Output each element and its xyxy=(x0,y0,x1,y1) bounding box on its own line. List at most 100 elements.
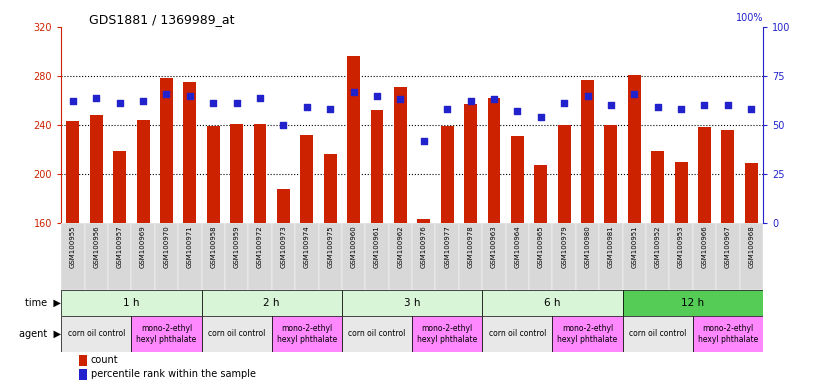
Text: 100%: 100% xyxy=(735,13,763,23)
Bar xyxy=(342,316,412,352)
Text: GSM100972: GSM100972 xyxy=(257,225,263,268)
Bar xyxy=(412,316,482,352)
Text: GSM100960: GSM100960 xyxy=(351,225,357,268)
Bar xyxy=(581,79,594,223)
Point xyxy=(557,100,570,106)
Text: GSM100952: GSM100952 xyxy=(654,225,661,268)
Bar xyxy=(184,82,197,223)
Bar xyxy=(254,124,267,223)
Text: GSM100958: GSM100958 xyxy=(211,225,216,268)
Bar xyxy=(324,154,337,223)
Point xyxy=(113,100,126,106)
Point xyxy=(464,98,477,104)
Point xyxy=(277,122,290,128)
Point xyxy=(206,100,220,106)
Text: GSM100974: GSM100974 xyxy=(304,225,310,268)
Bar xyxy=(272,223,295,290)
Bar xyxy=(436,223,459,290)
Point xyxy=(651,104,664,111)
Text: mono-2-ethyl
hexyl phthalate: mono-2-ethyl hexyl phthalate xyxy=(277,324,337,344)
Bar xyxy=(225,223,248,290)
Bar xyxy=(599,223,623,290)
Bar xyxy=(202,290,342,316)
Bar xyxy=(131,316,202,352)
Text: GSM100967: GSM100967 xyxy=(725,225,731,268)
Point xyxy=(370,93,384,99)
Point xyxy=(394,96,407,103)
Text: GSM100980: GSM100980 xyxy=(584,225,591,268)
Bar xyxy=(108,223,131,290)
Text: GSM100961: GSM100961 xyxy=(374,225,380,268)
Bar xyxy=(394,87,407,223)
Bar xyxy=(61,223,85,290)
Text: GSM100964: GSM100964 xyxy=(514,225,521,268)
Point xyxy=(184,93,197,99)
Bar xyxy=(61,316,131,352)
Bar xyxy=(277,189,290,223)
Bar xyxy=(482,223,506,290)
Bar xyxy=(646,223,669,290)
Text: GSM100968: GSM100968 xyxy=(748,225,754,268)
Bar xyxy=(85,223,108,290)
Bar xyxy=(651,151,664,223)
Bar xyxy=(441,126,454,223)
Point xyxy=(534,114,548,120)
Bar xyxy=(347,56,360,223)
Text: GSM100956: GSM100956 xyxy=(93,225,100,268)
Text: GSM100981: GSM100981 xyxy=(608,225,614,268)
Bar xyxy=(529,223,552,290)
Point xyxy=(721,102,734,108)
Point xyxy=(90,94,103,101)
Point xyxy=(605,102,618,108)
Point xyxy=(417,137,430,144)
Point xyxy=(136,98,149,104)
Bar xyxy=(366,223,388,290)
Bar xyxy=(482,290,623,316)
Bar xyxy=(113,151,126,223)
Point xyxy=(628,91,641,97)
Bar xyxy=(66,121,79,223)
Bar xyxy=(628,75,641,223)
Bar xyxy=(464,104,477,223)
Text: GSM100976: GSM100976 xyxy=(421,225,427,268)
Bar xyxy=(370,110,384,223)
Bar xyxy=(78,355,87,366)
Bar xyxy=(534,166,548,223)
Text: GSM100962: GSM100962 xyxy=(397,225,403,268)
Bar xyxy=(202,223,225,290)
Bar xyxy=(417,220,430,223)
Text: GSM100953: GSM100953 xyxy=(678,225,684,268)
Bar xyxy=(412,223,436,290)
Point xyxy=(347,89,360,95)
Text: mono-2-ethyl
hexyl phthalate: mono-2-ethyl hexyl phthalate xyxy=(557,324,618,344)
Bar xyxy=(178,223,202,290)
Bar xyxy=(623,223,646,290)
Bar xyxy=(155,223,178,290)
Bar xyxy=(136,120,149,223)
Text: corn oil control: corn oil control xyxy=(489,329,546,338)
Bar xyxy=(693,223,716,290)
Text: GSM100979: GSM100979 xyxy=(561,225,567,268)
Bar xyxy=(487,98,500,223)
Point xyxy=(441,106,454,113)
Text: GSM100973: GSM100973 xyxy=(281,225,286,268)
Bar xyxy=(78,369,87,380)
Bar xyxy=(721,130,734,223)
Text: percentile rank within the sample: percentile rank within the sample xyxy=(91,369,255,379)
Point xyxy=(254,94,267,101)
Bar xyxy=(511,136,524,223)
Text: mono-2-ethyl
hexyl phthalate: mono-2-ethyl hexyl phthalate xyxy=(698,324,758,344)
Point xyxy=(581,93,594,99)
Bar xyxy=(342,290,482,316)
Text: GSM100965: GSM100965 xyxy=(538,225,543,268)
Text: mono-2-ethyl
hexyl phthalate: mono-2-ethyl hexyl phthalate xyxy=(136,324,197,344)
Text: corn oil control: corn oil control xyxy=(629,329,686,338)
Bar xyxy=(739,223,763,290)
Bar xyxy=(206,126,220,223)
Bar xyxy=(557,125,570,223)
Text: count: count xyxy=(91,355,118,365)
Bar xyxy=(605,125,618,223)
Text: GSM100978: GSM100978 xyxy=(468,225,473,268)
Bar xyxy=(230,124,243,223)
Point xyxy=(66,98,79,104)
